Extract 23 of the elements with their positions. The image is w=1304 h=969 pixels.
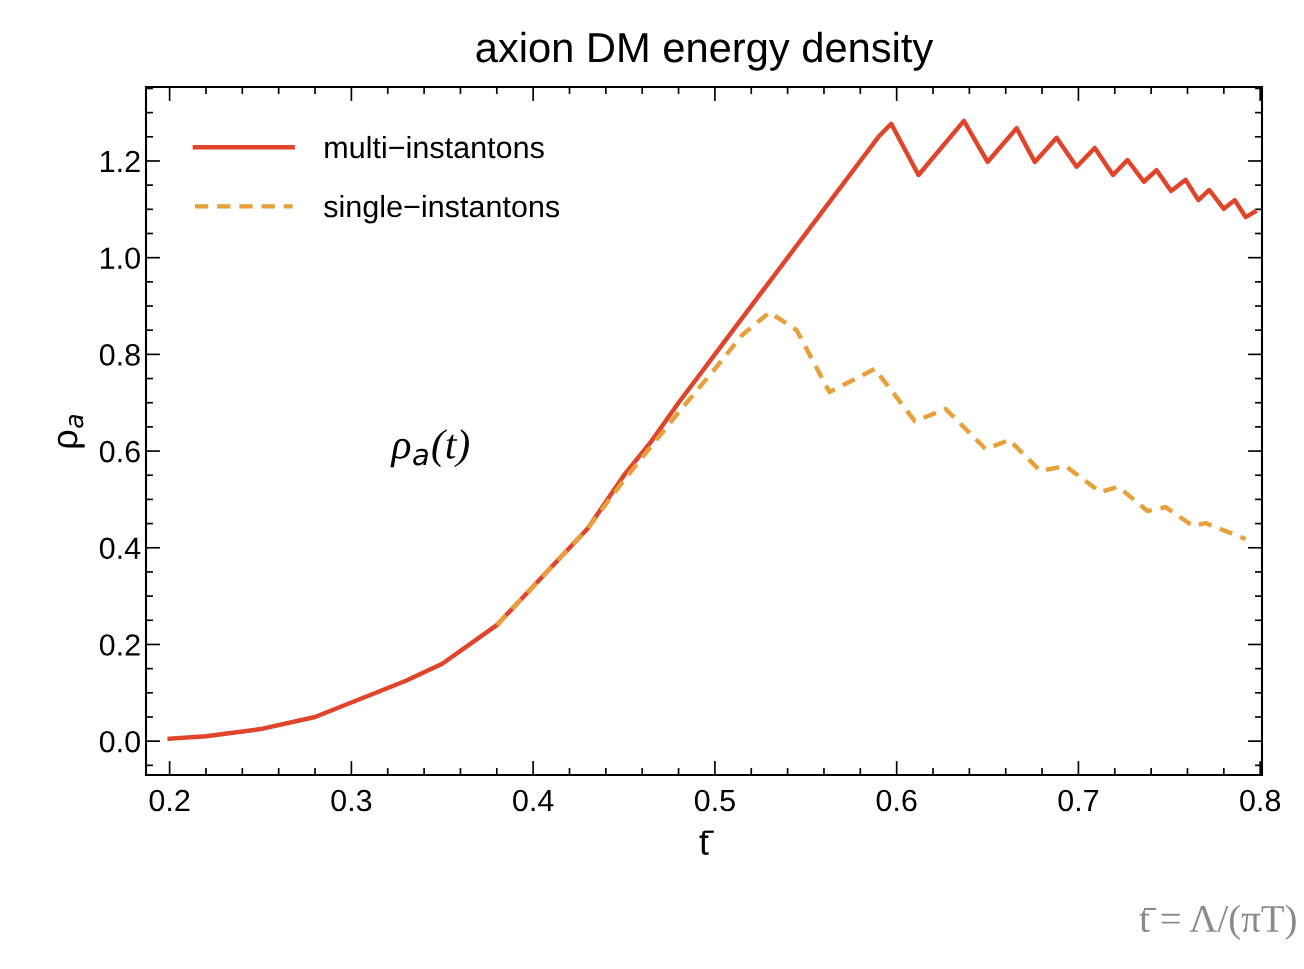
chart-title: axion DM energy density	[476, 31, 934, 71]
y-tick-label: 0.2	[99, 634, 140, 656]
x-tick-label: 0.2	[149, 789, 190, 812]
x-tick-label: 0.5	[694, 789, 735, 812]
x-tick-label: 0.6	[876, 789, 917, 812]
text: t̄ = Λ/(πT)	[1139, 904, 1296, 940]
annotation: ρ$_{a}$(t)	[390, 429, 469, 468]
x-axis-title: t̄	[699, 830, 714, 855]
x-tick-label: 0.4	[513, 789, 554, 812]
line-series	[494, 310, 1248, 628]
y-tick-label: 1.0	[101, 247, 140, 270]
legend-label: multi−instantons	[325, 135, 544, 159]
x-tick-label: 0.3	[331, 789, 372, 812]
x-tick-label: 0.7	[1058, 789, 1099, 812]
line-series	[167, 118, 1257, 741]
y-tick-label: 0.6	[99, 440, 140, 463]
y-tick-label: 0.4	[99, 537, 141, 560]
y-tick-label: 1.2	[101, 150, 140, 173]
y-tick-label: 0.8	[99, 344, 140, 366]
y-axis-title: ρ$_{a}$	[57, 415, 85, 448]
y-tick-label: 0.0	[99, 730, 140, 753]
legend-label: single−instantons	[324, 194, 560, 224]
x-tick-label: 0.8	[1240, 789, 1281, 812]
